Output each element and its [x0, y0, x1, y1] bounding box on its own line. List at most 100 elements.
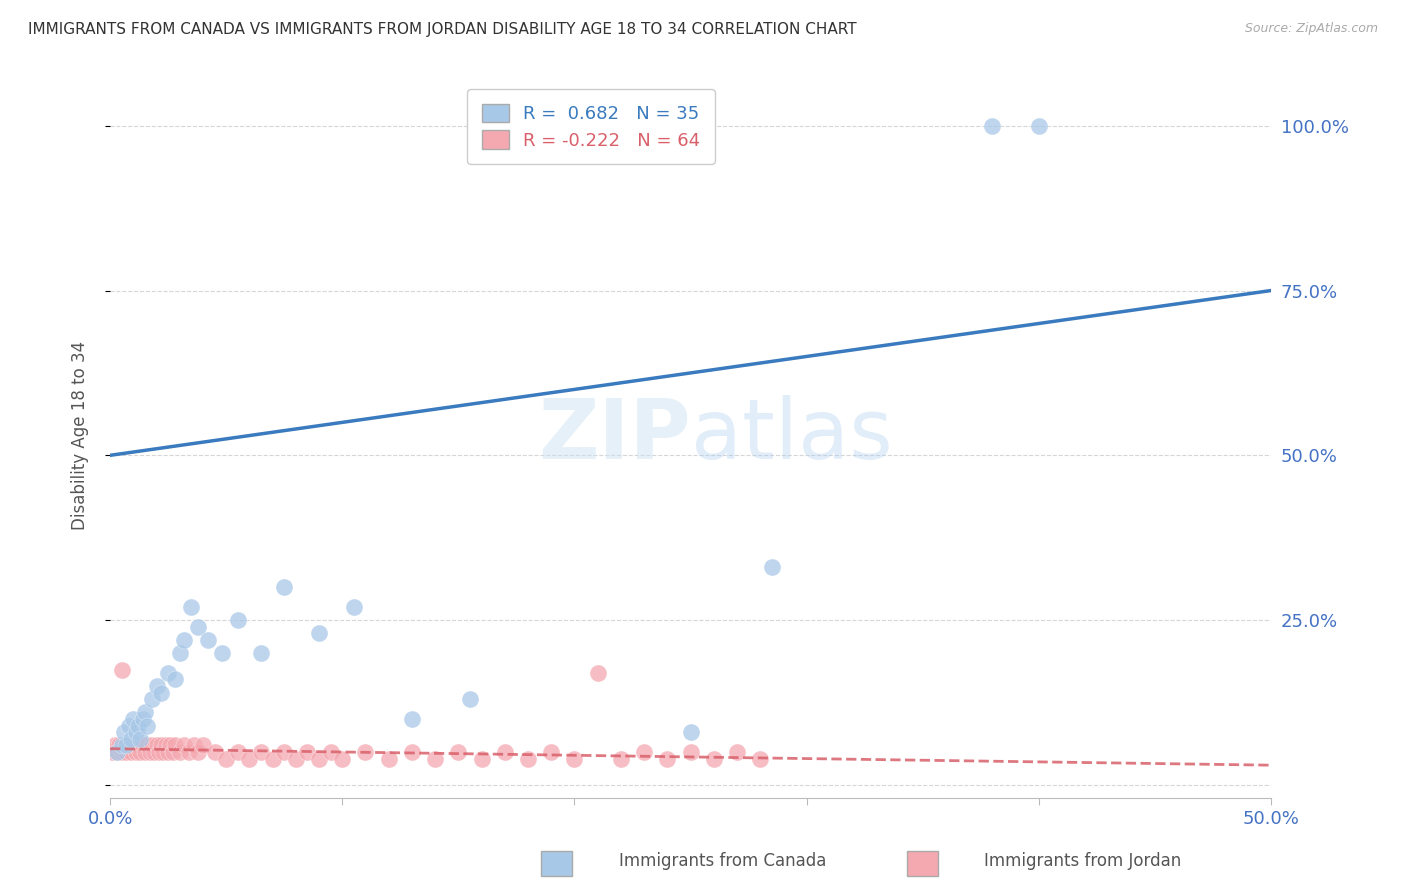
Point	[211, 646, 233, 660]
Point	[250, 745, 273, 759]
Point	[141, 692, 163, 706]
Point	[145, 679, 167, 693]
Point	[111, 739, 134, 753]
Point	[657, 751, 679, 765]
Point	[157, 745, 180, 759]
Point	[143, 745, 166, 759]
Point	[226, 613, 249, 627]
Point	[118, 718, 141, 732]
Point	[494, 745, 516, 759]
Point	[136, 739, 159, 753]
Point	[173, 739, 195, 753]
Point	[703, 751, 725, 765]
Point	[155, 739, 177, 753]
Point	[131, 739, 153, 753]
Point	[150, 739, 173, 753]
Point	[177, 745, 200, 759]
Point	[162, 745, 184, 759]
Point	[122, 739, 145, 753]
Point	[136, 718, 159, 732]
Point	[134, 745, 156, 759]
Point	[215, 751, 238, 765]
Point	[134, 706, 156, 720]
Point	[197, 632, 219, 647]
Point	[145, 739, 167, 753]
Point	[517, 751, 540, 765]
Point	[330, 751, 353, 765]
Point	[111, 745, 134, 759]
Point	[308, 626, 330, 640]
Legend: R =  0.682   N = 35, R = -0.222   N = 64: R = 0.682 N = 35, R = -0.222 N = 64	[467, 89, 714, 164]
Point	[564, 751, 586, 765]
Point	[284, 751, 307, 765]
Point	[131, 712, 153, 726]
Point	[112, 725, 135, 739]
Text: Immigrants from Canada: Immigrants from Canada	[619, 852, 825, 870]
Point	[118, 739, 141, 753]
Text: IMMIGRANTS FROM CANADA VS IMMIGRANTS FROM JORDAN DISABILITY AGE 18 TO 34 CORRELA: IMMIGRANTS FROM CANADA VS IMMIGRANTS FRO…	[28, 22, 856, 37]
Point	[425, 751, 447, 765]
Y-axis label: Disability Age 18 to 34: Disability Age 18 to 34	[72, 341, 89, 530]
Point	[204, 745, 226, 759]
Point	[187, 745, 209, 759]
Point	[159, 739, 181, 753]
Point	[108, 739, 131, 753]
Point	[112, 739, 135, 753]
Point	[981, 119, 1004, 133]
Point	[319, 745, 342, 759]
Point	[297, 745, 319, 759]
Point	[343, 599, 366, 614]
Point	[115, 739, 138, 753]
Point	[401, 745, 423, 759]
Point	[138, 745, 160, 759]
Point	[165, 739, 187, 753]
Text: Immigrants from Jordan: Immigrants from Jordan	[984, 852, 1181, 870]
Point	[377, 751, 399, 765]
Point	[150, 686, 173, 700]
Point	[148, 745, 170, 759]
Point	[129, 745, 152, 759]
Point	[127, 739, 149, 753]
Point	[447, 745, 470, 759]
Point	[141, 739, 163, 753]
Point	[124, 745, 146, 759]
Point	[749, 751, 772, 765]
Point	[152, 745, 174, 759]
Point	[165, 673, 187, 687]
Point	[187, 620, 209, 634]
Point	[273, 580, 295, 594]
Point	[180, 599, 202, 614]
Point	[122, 712, 145, 726]
Point	[127, 718, 149, 732]
Point	[105, 745, 128, 759]
Point	[238, 751, 260, 765]
Point	[679, 725, 702, 739]
Point	[471, 751, 494, 765]
Point	[183, 739, 205, 753]
Point	[458, 692, 481, 706]
Point	[354, 745, 377, 759]
Point	[157, 665, 180, 680]
Point	[725, 745, 748, 759]
Point	[273, 745, 295, 759]
Point	[120, 731, 142, 746]
Point	[262, 751, 284, 765]
Point	[169, 745, 191, 759]
Point	[633, 745, 655, 759]
Text: Source: ZipAtlas.com: Source: ZipAtlas.com	[1244, 22, 1378, 36]
Point	[679, 745, 702, 759]
Point	[540, 745, 562, 759]
Point	[111, 663, 134, 677]
Text: atlas: atlas	[690, 395, 893, 476]
Point	[1028, 119, 1050, 133]
Text: ZIP: ZIP	[538, 395, 690, 476]
Point	[250, 646, 273, 660]
Point	[226, 745, 249, 759]
Point	[120, 745, 142, 759]
Point	[586, 665, 609, 680]
Point	[124, 725, 146, 739]
Point	[191, 739, 214, 753]
Point	[169, 646, 191, 660]
Point	[115, 745, 138, 759]
Point	[104, 739, 127, 753]
